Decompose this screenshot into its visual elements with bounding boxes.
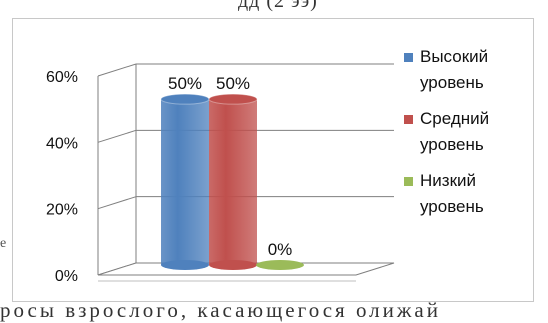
legend-item-high: Высокий уровень <box>398 44 534 96</box>
data-labels: 50% 50% 0% <box>168 74 292 259</box>
legend-swatch-medium <box>404 115 413 124</box>
data-label: 50% <box>168 74 202 93</box>
bar-base <box>161 260 209 270</box>
legend-label-medium-line2: уровень <box>420 135 484 154</box>
bar-flat <box>256 260 304 270</box>
legend-label-high-line2: уровень <box>420 73 484 92</box>
background-text-side: е <box>0 236 7 251</box>
y-axis: 0% 20% 40% 60% <box>46 64 137 285</box>
chart-legend: Высокий уровень Средний уровень Низкий у… <box>398 44 534 230</box>
legend-item-medium: Средний уровень <box>398 106 534 158</box>
legend-swatch-low <box>404 177 413 186</box>
background-text-top: дд (2 ээ) <box>238 0 318 12</box>
gridline-side <box>97 63 137 77</box>
bar-base <box>209 260 257 270</box>
y-tick-label: 60% <box>46 69 78 86</box>
bar <box>256 260 304 270</box>
y-tick-label: 40% <box>46 135 78 152</box>
data-label: 0% <box>268 240 293 259</box>
gridline-side <box>97 129 137 143</box>
legend-label-low-line1: Низкий <box>420 171 476 190</box>
y-tick-label: 20% <box>46 202 78 219</box>
legend-item-low: Низкий уровень <box>398 168 534 220</box>
legend-label-high-line1: Высокий <box>420 47 489 66</box>
chart-frame <box>12 18 534 302</box>
legend-label-low-line2: уровень <box>420 197 484 216</box>
bar-top <box>208 93 258 105</box>
legend-swatch-high <box>404 53 413 62</box>
background-text-bottom: росы взрослого, касающегося олижай <box>0 298 441 322</box>
y-tick-label: 0% <box>55 268 78 285</box>
bar-series <box>160 93 304 270</box>
data-label: 50% <box>216 74 250 93</box>
bar <box>160 93 210 270</box>
bar-body <box>161 99 209 266</box>
bar-top <box>160 93 210 105</box>
gridline-side <box>97 196 137 210</box>
bar <box>208 93 258 270</box>
legend-label-medium-line1: Средний <box>420 109 490 128</box>
bar-body <box>209 99 257 266</box>
